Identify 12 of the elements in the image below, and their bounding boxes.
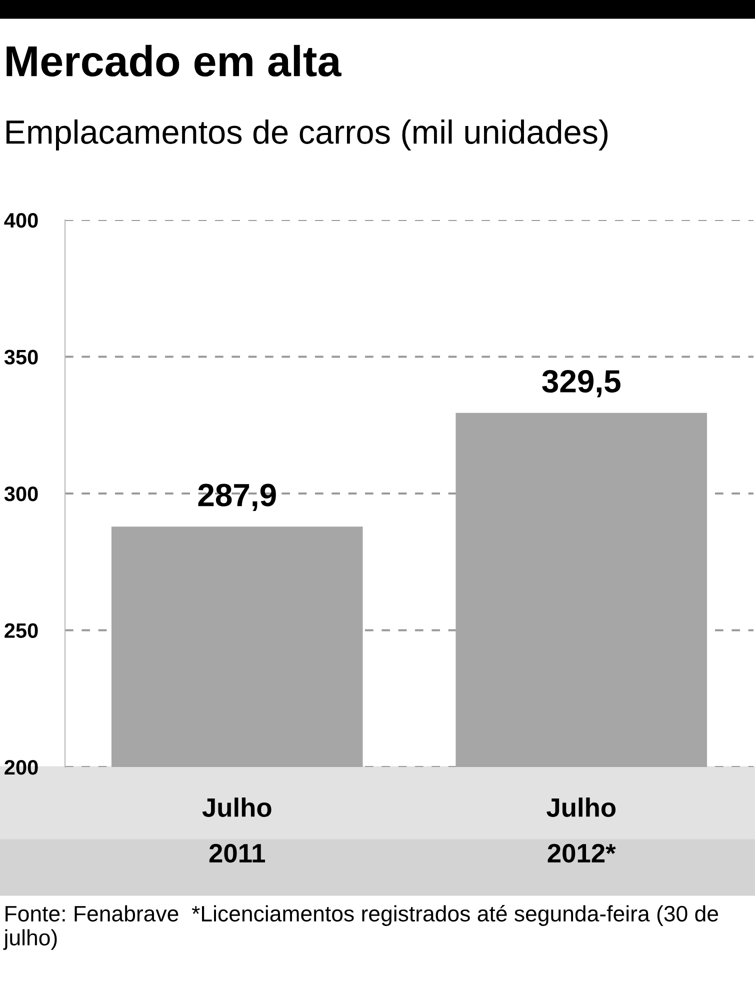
chart-subtitle: Emplacamentos de carros (mil unidades) [6, 119, 608, 151]
x-tick-label: Julho 2011 [202, 798, 272, 863]
chart-title: Mercado em alta [6, 44, 342, 77]
x-tick-label: Julho 2012* [546, 798, 616, 863]
y-tick-label: 400 [4, 213, 38, 228]
data-label: 287,9 [198, 484, 276, 512]
source-note: Fonte: Fenabrave *Licenciamentos registrados até segunda-feira (30 de julho) [3, 905, 718, 950]
data-label: 329,5 [542, 370, 620, 398]
y-tick-label: 200 [4, 760, 38, 775]
y-tick-label: 250 [4, 623, 38, 638]
y-tick-label: 300 [4, 486, 38, 502]
y-tick-label: 350 [4, 350, 38, 365]
